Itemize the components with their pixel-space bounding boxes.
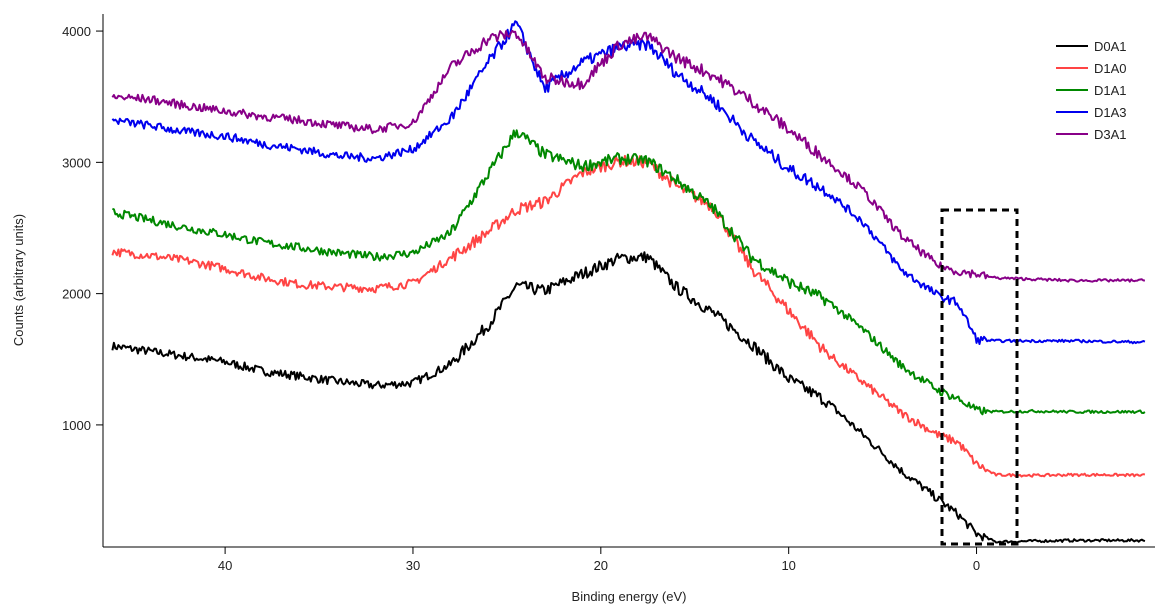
series-line-d0a1	[111, 251, 1146, 544]
legend-label-d3a1: D3A1	[1094, 127, 1127, 142]
legend-label-d1a0: D1A0	[1094, 61, 1127, 76]
x-tick-label: 20	[594, 558, 608, 573]
series-line-d3a1	[111, 29, 1146, 283]
y-tick-label: 2000	[62, 287, 91, 302]
y-tick-label: 1000	[62, 418, 91, 433]
legend-label-d1a1: D1A1	[1094, 83, 1127, 98]
series-line-d1a0	[111, 154, 1146, 478]
axes-layer	[102, 14, 1155, 548]
ticks-layer: 40 30 20 10 0 1000 2000 3000 4000	[62, 24, 980, 573]
x-tick-label: 40	[218, 558, 232, 573]
series-line-d1a1	[112, 129, 1146, 416]
y-axis-title: Counts (arbitrary units)	[11, 214, 26, 346]
legend-label-d1a3: D1A3	[1094, 105, 1127, 120]
highlight-dashed-box	[940, 208, 1019, 546]
x-tick-label: 30	[406, 558, 420, 573]
x-tick-label: 10	[781, 558, 795, 573]
x-axis-title: Binding energy (eV)	[572, 589, 687, 604]
y-tick-label: 4000	[62, 24, 91, 39]
y-tick-label: 3000	[62, 155, 91, 170]
legend: D0A1 D1A0 D1A1 D1A3 D3A1	[1056, 39, 1127, 142]
x-tick-label: 0	[973, 558, 980, 573]
series-line-d1a3	[111, 20, 1146, 345]
series-layer	[111, 20, 1146, 544]
legend-label-d0a1: D0A1	[1094, 39, 1127, 54]
